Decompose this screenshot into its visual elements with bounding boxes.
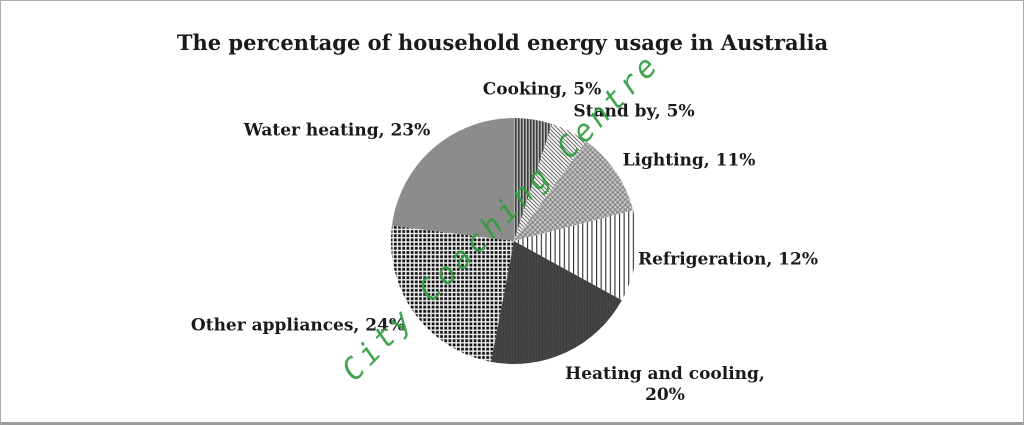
pie-slice-refrigeration — [514, 210, 638, 301]
pie-slice-cooking — [514, 118, 553, 241]
pie-label-other-appliances: Other appliances, 24% — [190, 315, 406, 336]
pie-slice-other-appliances — [390, 225, 514, 362]
pie-label-water-heating: Water heating, 23% — [243, 120, 431, 141]
pie-slice-heating-and-cooling — [490, 241, 622, 365]
pie-label-refrigeration: Refrigeration, 12% — [637, 249, 819, 270]
chart-title: The percentage of household energy usage… — [176, 30, 829, 55]
pie-slice-water-heating — [391, 118, 514, 241]
pie-slice-lighting — [514, 141, 634, 241]
pie-label-lighting: Lighting, 11% — [622, 150, 756, 171]
pie-svg — [390, 118, 638, 365]
pie-label-stand-by: Stand by, 5% — [573, 101, 695, 122]
pie-slice-stand-by — [514, 124, 587, 241]
pie-label-cooking: Cooking, 5% — [482, 79, 602, 100]
pie-label-heating-and-cooling: Heating and cooling, 20% — [565, 364, 765, 405]
